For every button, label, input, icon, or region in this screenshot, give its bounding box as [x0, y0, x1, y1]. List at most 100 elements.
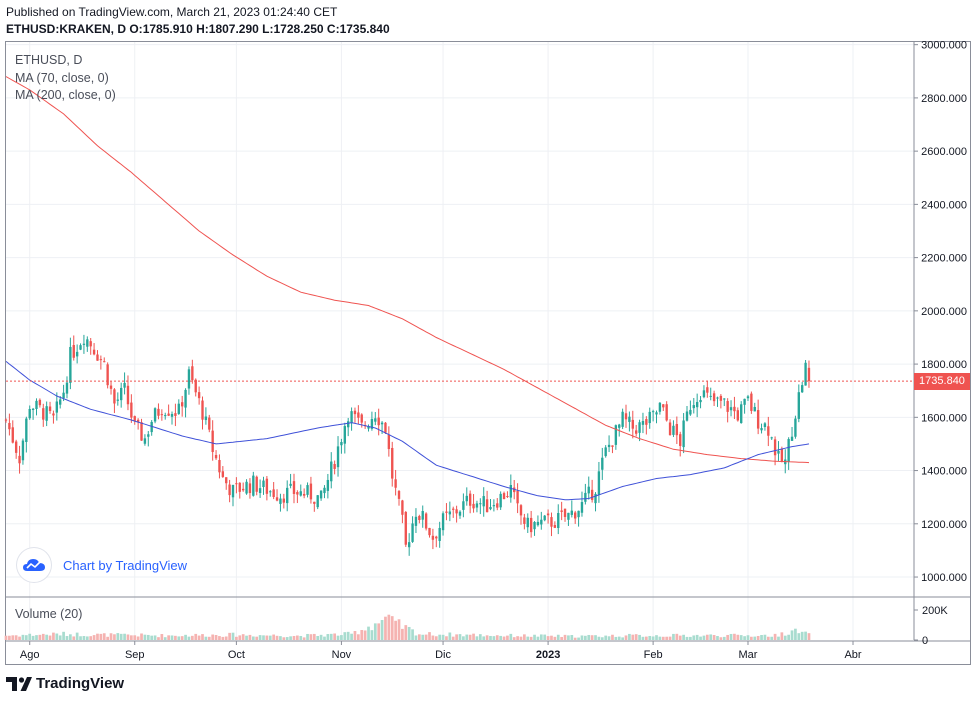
price-tick-label: 2000.000: [921, 306, 967, 318]
candle: [777, 441, 780, 462]
candle: [343, 422, 346, 454]
volume-bar: [367, 626, 370, 640]
volume-bar: [31, 635, 35, 640]
candle-body: [614, 425, 618, 445]
candle-body: [28, 408, 31, 419]
candle: [435, 535, 438, 548]
candle-body: [72, 345, 75, 358]
volume-bar: [285, 637, 289, 640]
candle-body: [753, 406, 756, 412]
candle: [797, 384, 800, 423]
volume-bar: [289, 636, 292, 640]
candle-body: [343, 426, 346, 444]
tradingview-logo-icon: [6, 676, 32, 691]
volume-bar: [380, 620, 384, 640]
volume-bar: [560, 636, 563, 640]
volume-bar: [55, 633, 59, 640]
price-tick-label: 2400.000: [921, 199, 967, 211]
volume-bar: [299, 635, 303, 640]
candle: [262, 476, 265, 495]
symbol-label: ETHUSD:KRAKEN, D: [6, 22, 126, 36]
candle-body: [109, 385, 113, 389]
candle: [577, 510, 580, 527]
legend-ma200: MA (200, close, 0): [15, 88, 116, 102]
tradingview-cloud-icon: [17, 548, 51, 582]
candle-body: [536, 521, 540, 526]
time-tick-label: Oct: [228, 649, 245, 661]
candle: [607, 435, 611, 453]
volume-bar: [689, 636, 692, 640]
volume-bar: [756, 635, 760, 640]
close-label: C:: [326, 22, 340, 36]
candle: [706, 380, 709, 398]
candle: [760, 423, 763, 434]
candle: [116, 392, 119, 406]
footer-brand[interactable]: TradingView: [6, 675, 124, 692]
candle: [120, 382, 123, 408]
candle: [235, 477, 238, 494]
volume-bar: [350, 633, 353, 640]
price-tick-label: 2200.000: [921, 253, 967, 265]
volume-bar: [448, 632, 452, 640]
candle-body: [8, 422, 11, 430]
candle-body: [675, 424, 679, 436]
candle: [55, 392, 59, 421]
candle-body: [526, 517, 529, 528]
volume-bar: [14, 635, 18, 640]
candle: [289, 473, 292, 489]
candle-body: [21, 440, 25, 461]
candle-body: [62, 392, 65, 399]
candle-body: [679, 434, 682, 446]
volume-bar: [502, 636, 506, 640]
volume-bar: [678, 635, 682, 640]
candle: [306, 482, 309, 498]
candle-body: [645, 419, 648, 425]
candle-body: [523, 517, 526, 524]
volume-bar: [18, 636, 21, 640]
candle: [685, 406, 689, 422]
volume-bar: [465, 634, 469, 640]
candle: [25, 416, 28, 453]
volume-bars: [4, 614, 811, 640]
candle-body: [350, 411, 353, 424]
volume-bar: [533, 634, 536, 640]
candle: [177, 399, 180, 415]
candle: [31, 407, 35, 420]
volume-bar: [404, 625, 408, 640]
candle-body: [367, 426, 370, 429]
candle: [130, 394, 133, 423]
price-tick-label: 2600.000: [921, 146, 967, 158]
candle-body: [655, 412, 658, 415]
candle-body: [319, 490, 323, 499]
volume-bar: [258, 635, 262, 640]
candle: [428, 527, 431, 538]
volume-bar: [617, 636, 621, 640]
candle: [740, 401, 743, 424]
volume-bar: [292, 635, 296, 640]
candle: [546, 509, 550, 524]
chart-frame: [5, 41, 971, 665]
candle: [719, 394, 723, 409]
candle: [126, 375, 130, 411]
candle-body: [289, 483, 292, 486]
candle-body: [374, 418, 377, 422]
candle-body: [773, 439, 777, 456]
candle-body: [208, 417, 211, 430]
chart-by-tradingview-badge[interactable]: Chart by TradingView: [17, 548, 187, 582]
candle: [14, 439, 18, 459]
candle-body: [103, 361, 106, 363]
candle-body: [333, 463, 336, 469]
volume-bar: [123, 633, 126, 640]
volume-bar: [665, 636, 669, 640]
candle: [726, 398, 729, 423]
candle-body: [618, 424, 621, 428]
candle: [167, 404, 170, 417]
volume-bar: [363, 630, 367, 640]
candle: [326, 473, 330, 499]
candle-body: [150, 421, 153, 433]
candle-body: [787, 439, 790, 462]
candle: [18, 445, 21, 474]
volume-bar: [146, 634, 150, 640]
candle-body: [360, 414, 363, 423]
